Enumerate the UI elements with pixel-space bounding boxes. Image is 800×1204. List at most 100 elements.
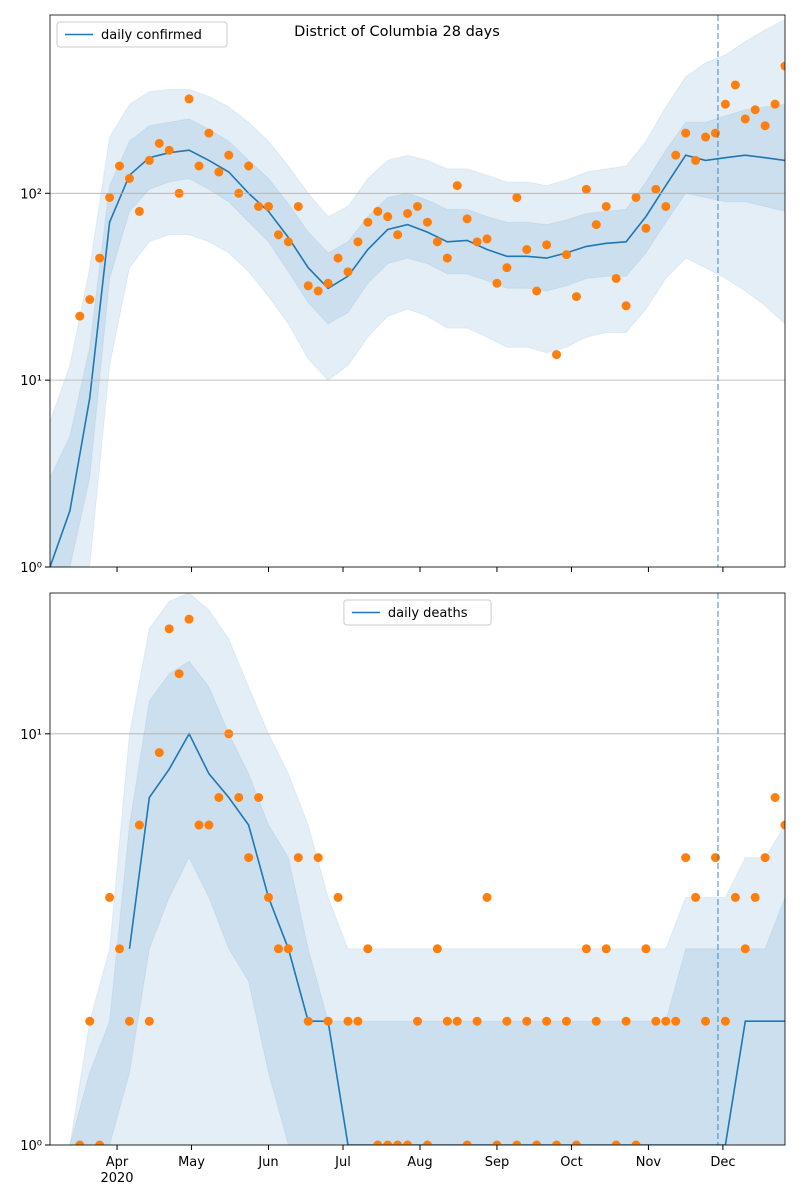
data-point [154, 748, 164, 758]
data-point [75, 311, 85, 321]
data-point [740, 114, 750, 124]
data-point [442, 1016, 452, 1026]
data-point [591, 1016, 601, 1026]
data-point [353, 1016, 363, 1026]
data-point [115, 944, 125, 954]
data-point [214, 792, 224, 802]
data-point [661, 201, 671, 211]
data-point [144, 1016, 154, 1026]
data-point [482, 234, 492, 244]
median-line [128, 732, 785, 1145]
axes-frame [49, 14, 786, 568]
data-point [581, 184, 591, 194]
data-point [214, 167, 224, 177]
data-point [343, 1016, 353, 1026]
data-point [293, 201, 303, 211]
band [50, 103, 785, 567]
data-point [552, 1140, 562, 1145]
data-point [134, 820, 144, 830]
x-tick-label: Nov [636, 1155, 662, 1170]
data-point [313, 286, 323, 296]
data-point [661, 1016, 671, 1026]
data-point [561, 1016, 571, 1026]
data-point [194, 820, 204, 830]
data-point [750, 105, 760, 115]
data-point [204, 820, 214, 830]
data-point [413, 201, 422, 211]
data-point [472, 1016, 482, 1026]
data-point [591, 220, 601, 230]
data-point [164, 624, 174, 634]
data-point [403, 208, 413, 218]
data-point [115, 161, 125, 171]
y-tick-label: 10² [20, 187, 42, 202]
data-point [264, 892, 274, 902]
y-tick-label: 10⁰ [20, 1139, 42, 1154]
data-point [422, 1140, 432, 1145]
data-point [532, 286, 542, 296]
data-point [701, 1016, 711, 1026]
data-point [85, 295, 95, 305]
data-point [522, 1016, 532, 1026]
data-point [333, 892, 343, 902]
legend-box [343, 599, 492, 626]
data-point [571, 292, 581, 302]
data-point [254, 792, 264, 802]
data-point [164, 145, 174, 155]
data-point [244, 161, 254, 171]
y-tick-label: 10¹ [20, 728, 42, 743]
data-point [780, 61, 785, 71]
data-point [442, 253, 452, 263]
data-point [542, 1016, 552, 1026]
data-point [184, 614, 194, 624]
data-point [720, 99, 730, 109]
data-point [671, 1016, 681, 1026]
data-point [691, 155, 701, 165]
data-point [95, 253, 105, 263]
data-point [333, 253, 343, 263]
data-point [124, 174, 134, 184]
data-point [641, 223, 651, 233]
data-point [462, 1140, 472, 1145]
data-point [383, 212, 393, 222]
data-point [760, 853, 770, 863]
data-point [472, 237, 482, 247]
data-point [244, 853, 254, 863]
data-point [601, 201, 611, 211]
data-point [323, 1016, 333, 1026]
x-tick-label: Apr 2020 [100, 1155, 133, 1186]
data-point [134, 206, 144, 216]
data-point [502, 1016, 512, 1026]
data-point [363, 217, 373, 227]
band [50, 19, 785, 567]
data-point [373, 206, 383, 216]
data-point [373, 1140, 383, 1145]
data-point [492, 278, 502, 288]
data-point [353, 237, 363, 247]
data-point [730, 892, 740, 902]
x-tick-label: Oct [560, 1155, 582, 1170]
data-point [283, 237, 293, 247]
data-point [254, 201, 264, 211]
data-point [720, 1016, 730, 1026]
data-point [641, 944, 651, 954]
data-point [363, 944, 373, 954]
data-point [124, 1016, 134, 1026]
band [50, 593, 785, 1145]
data-point [75, 1140, 85, 1145]
data-point [264, 201, 274, 211]
data-point [770, 99, 780, 109]
data-point [651, 1016, 661, 1026]
data-point [432, 237, 442, 247]
data-point [681, 128, 691, 138]
data-point [542, 240, 552, 250]
data-point [85, 1016, 95, 1026]
data-point [95, 1140, 105, 1145]
data-point [512, 1140, 522, 1145]
data-point [105, 892, 115, 902]
data-point [581, 944, 591, 954]
data-point [224, 150, 234, 160]
data-point [611, 273, 621, 283]
data-point [701, 132, 711, 142]
